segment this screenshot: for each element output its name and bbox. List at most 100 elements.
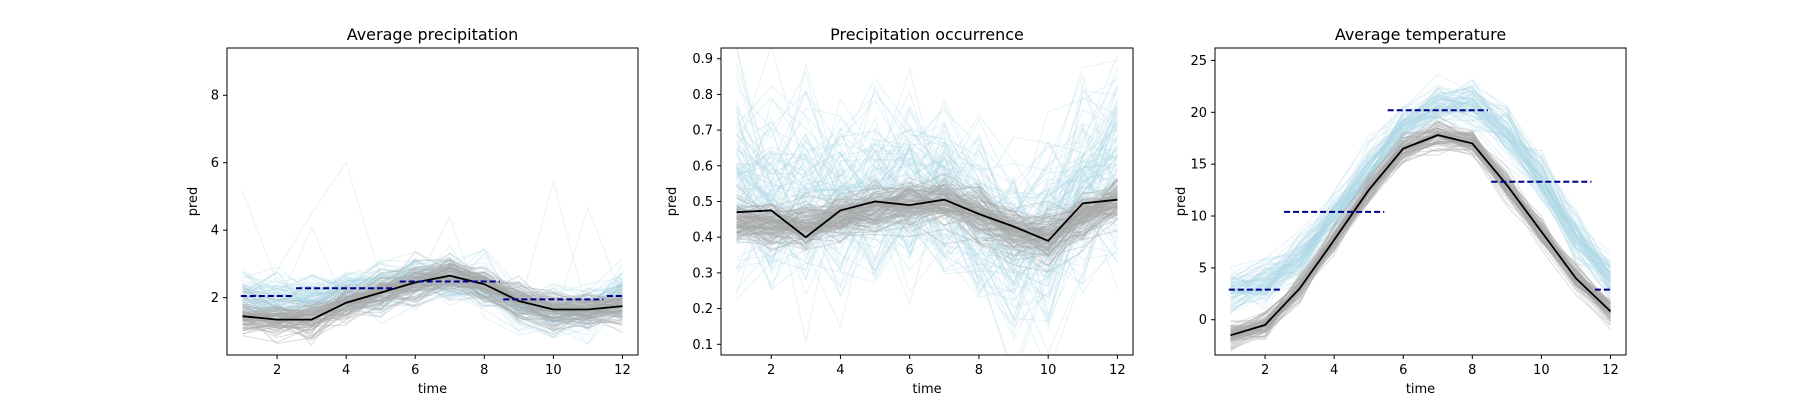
panel-3-x-tick-label: 12 (1602, 363, 1619, 378)
panel-1-ensemble-2-trace (242, 259, 623, 318)
panel-2-ensemble-1-trace (736, 81, 1118, 276)
panel-3-x-tick-label: 2 (1261, 363, 1269, 378)
panel-1-ensemble-1-trace (242, 270, 623, 329)
panel-3-ensemble-2-trace (1230, 120, 1611, 331)
panel-1-ensemble-1-trace (242, 267, 623, 324)
panel-2-ensemble-2-trace (736, 186, 1118, 248)
panel-2-ensemble-1-trace (736, 154, 1118, 322)
panel-1-ensemble-1-trace (242, 283, 623, 317)
panel-1-ensemble-2-trace (242, 277, 623, 332)
panel-2-ensemble-1-trace (736, 122, 1118, 259)
panel-3-ensemble-2-trace (1230, 135, 1611, 338)
panel-3-ensemble-2-trace (1230, 141, 1611, 344)
panel-3-ensemble-1-trace (1230, 110, 1611, 293)
panel-3-y-tick-label: 15 (1190, 158, 1207, 173)
panel-1-ensemble-1-trace (242, 267, 623, 323)
panel-3-ensemble-2-trace (1230, 142, 1611, 335)
panel-3-ensemble-1-trace (1230, 86, 1611, 292)
panel-1-ensemble-1-trace (242, 257, 623, 327)
panel-2-ensemble-1-trace (736, 54, 1118, 244)
panel-2-ensemble-1-trace (736, 130, 1118, 273)
panel-3-ensemble-1-trace (1230, 99, 1611, 288)
panel-2-x-tick-label: 2 (767, 363, 775, 378)
panel-2-ensemble-2-trace (736, 195, 1118, 235)
panel-2-x-tick-label: 10 (1040, 363, 1057, 378)
panel-3-ensemble-1-trace (1230, 87, 1611, 282)
panel-2-ensemble-1-trace (736, 121, 1118, 252)
panel-3-ensemble-1-trace (1230, 93, 1611, 292)
panel-1-ensemble-1-trace (242, 269, 623, 320)
panel-2-ensemble-2-trace (736, 192, 1118, 237)
panel-1-ensemble-1-trace (242, 257, 623, 324)
panel-2-ensemble-2-trace (736, 199, 1118, 249)
panel-2-ensemble-2-trace (736, 184, 1118, 245)
panel-3-ensemble-1-trace (1230, 84, 1612, 301)
panel-2-ensemble-1-trace (736, 147, 1118, 337)
panel-1-ensemble-1-trace (242, 257, 623, 320)
panel-2-y-tick-label: 0.4 (692, 231, 713, 246)
panel-2-ensemble-2-trace (736, 199, 1118, 243)
panel-2-ensemble-1-trace (736, 111, 1118, 268)
panel-2-ensemble-1-trace (736, 88, 1118, 286)
panel-3-ensemble-2-trace (1230, 132, 1611, 328)
panel-3-ensemble-1-trace (1230, 91, 1611, 288)
panel-3-ensemble-1-trace (1230, 93, 1611, 311)
panel-1-ensemble-2-trace (242, 271, 623, 316)
panel-2-ensemble-2-trace (736, 183, 1118, 242)
panel-1-ensemble-1-trace (242, 267, 623, 319)
panel-3-ensemble-1-trace (1230, 108, 1612, 305)
panel-2-ensemble-2-trace (736, 199, 1118, 236)
panel-2-ensemble-1-trace (736, 128, 1118, 238)
panel-2-ensemble-2-trace (736, 199, 1118, 227)
panel-1-ensemble-2-trace (242, 286, 623, 335)
panel-1-x-tick-label: 12 (614, 363, 631, 378)
panel-1-ensemble-2-trace (242, 266, 623, 325)
panel-2-ensemble-2-trace (736, 182, 1118, 237)
panel-1-ensemble-2-trace (242, 279, 623, 334)
panel-3-ensemble-2-trace (1230, 135, 1611, 342)
panel-1-ensemble-2-trace (242, 266, 623, 327)
panel-1-ensemble-1-trace (242, 260, 623, 311)
panel-2-y-tick-label: 0.5 (692, 195, 713, 210)
panel-3-ensemble-1-trace (1230, 102, 1611, 292)
panel-2-ensemble-2-trace (736, 181, 1118, 231)
panel-2-ensemble-2-trace (736, 191, 1118, 246)
panel-3-y-axis-label: pred (1174, 187, 1189, 217)
panel-2-ensemble-2-trace (736, 188, 1118, 236)
panel-2-ensemble-1-trace (736, 157, 1118, 256)
panel-2-ensemble-1-trace (736, 123, 1118, 233)
panel-2-ensemble-1-trace (736, 64, 1118, 216)
panel-2-ensemble-1-trace (736, 88, 1118, 262)
panel-2-ensemble-1-trace (736, 73, 1118, 229)
panel-1-ensemble-2-trace (242, 267, 623, 318)
panel-2-ensemble-2-trace (736, 176, 1118, 236)
panel-1-ensemble-1-trace (242, 272, 623, 311)
panel-2-y-tick-label: 0.1 (692, 338, 713, 353)
panel-1-ensemble-2-trace (242, 278, 623, 334)
panel-2-x-tick-label: 8 (975, 363, 983, 378)
panel-2-ensemble-2-trace (736, 201, 1118, 244)
panel-3-ensemble-1-trace (1230, 102, 1612, 315)
panel-1-y-axis-label: pred (186, 187, 201, 217)
panel-1-ensemble-1-trace (242, 271, 623, 307)
panel-3-ensemble-1-trace (1230, 106, 1611, 306)
panel-1-ensemble-2-trace (242, 290, 623, 339)
panel-2-ensemble-1-trace (736, 90, 1118, 285)
panel-3-ensemble-2-trace (1230, 129, 1611, 351)
panel-3-ensemble-1-trace (1230, 86, 1611, 280)
panel-1-ensemble-2-trace (242, 265, 623, 328)
panel-2-ensemble-1-trace (736, 48, 1118, 239)
panel-2-ensemble-2-trace (736, 197, 1118, 257)
panel-2-ensemble-1-trace (736, 129, 1118, 235)
panel-1-y-tick-label: 8 (211, 89, 219, 104)
panel-3-ensemble-1-trace (1230, 96, 1611, 277)
panel-2-ensemble-2-trace (736, 202, 1118, 273)
panel-2-x-tick-label: 6 (906, 363, 914, 378)
panel-3-y-tick-label: 5 (1199, 261, 1207, 276)
panel-2-plot-area (736, 48, 1118, 355)
panel-2-ensemble-2-trace (736, 206, 1118, 273)
panel-3-ensemble-1-trace (1230, 100, 1612, 291)
panel-1-ensemble-2-trace (242, 282, 623, 334)
panel-3-ensemble-1-trace (1230, 102, 1612, 289)
panel-1-ensemble-2-trace (242, 284, 623, 316)
